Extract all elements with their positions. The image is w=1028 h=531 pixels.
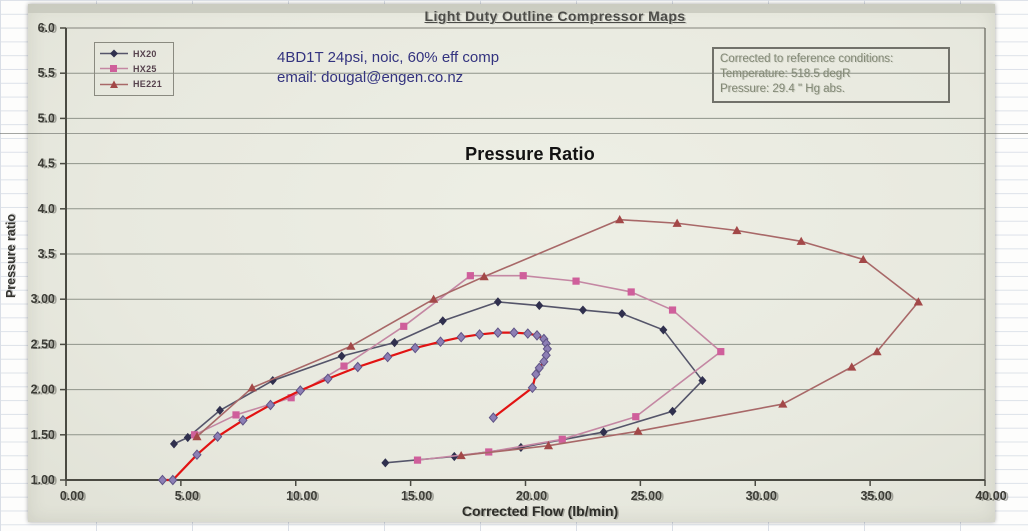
pressure-ratio-overlay-label: Pressure Ratio [465,144,595,164]
svg-text:0.00: 0.00 [62,490,86,504]
svg-text:1.00: 1.00 [31,473,55,487]
svg-text:3.00: 3.00 [31,292,55,306]
svg-text:5.5: 5.5 [38,66,55,80]
svg-text:5.0: 5.0 [40,112,57,126]
svg-text:20.00: 20.00 [516,489,547,503]
svg-text:10.00: 10.00 [288,490,319,504]
svg-text:5.5: 5.5 [40,67,57,81]
chart-legend: HX20 HX25 HE221 [94,42,174,96]
svg-text:40.00: 40.00 [975,489,1006,503]
svg-text:15.00: 15.00 [401,489,432,503]
ref-conditions-line2: Temperature: 518.5 degR [720,68,851,80]
reference-conditions-box: Corrected to reference conditions: Tempe… [712,47,950,103]
paper-top-edge [28,4,995,13]
svg-text:1.50: 1.50 [31,428,55,442]
svg-text:25.00: 25.00 [633,490,664,504]
svg-text:3.5: 3.5 [38,247,55,261]
svg-text:3.5: 3.5 [40,248,57,262]
legend-entry-he221: HE221 [99,79,169,89]
svg-text:2.50: 2.50 [31,337,55,351]
svg-text:5.00: 5.00 [177,490,201,504]
svg-text:2.00: 2.00 [33,383,57,397]
ref-conditions-line3: Pressure: 29.4 " Hg abs. [720,83,845,95]
legend-label: HE221 [133,79,163,90]
svg-text:10.00: 10.00 [286,489,317,503]
svg-text:6.0: 6.0 [40,22,57,36]
svg-text:25.00: 25.00 [631,489,662,503]
chart-title: Light Duty Outline Compressor Maps [424,8,686,24]
svg-text:4.5: 4.5 [38,157,55,171]
legend-entry-hx25: HX25 [99,64,169,74]
svg-text:20.00: 20.00 [518,490,549,504]
legend-label: HX25 [133,63,157,74]
hx25-square-marker-icon [100,65,128,73]
x-axis-title: Corrected Flow (lb/min) [461,503,619,519]
svg-text:2.00: 2.00 [31,383,55,397]
hx20-diamond-marker-icon [100,49,128,58]
svg-text:30.00: 30.00 [748,490,779,504]
legend-entry-hx20: HX20 [99,49,169,59]
y-axis-title: Pressure ratio [4,213,18,299]
spreadsheet-row-gridline [0,133,1028,134]
svg-text:4.5: 4.5 [40,157,57,171]
annotation-note-line2: email: dougal@engen.co.nz [277,69,464,86]
annotation-note-line1: 4BD1T 24psi, noic, 60% eff comp [277,49,500,66]
ref-conditions-line1: Corrected to reference conditions: [720,53,894,65]
svg-text:4.0: 4.0 [40,203,57,217]
legend-label: HX20 [133,48,157,59]
svg-text:2.50: 2.50 [33,338,57,352]
he221-triangle-marker-icon [100,80,128,88]
svg-text:0.00: 0.00 [60,489,84,503]
svg-text:6.0: 6.0 [38,21,55,35]
svg-text:30.00: 30.00 [746,489,777,503]
svg-text:15.00: 15.00 [403,490,434,504]
svg-text:3.00: 3.00 [33,293,57,307]
svg-text:5.0: 5.0 [38,111,55,125]
svg-text:35.00: 35.00 [860,489,891,503]
svg-text:1.50: 1.50 [33,429,57,443]
svg-text:35.00: 35.00 [863,490,894,504]
svg-text:40.00: 40.00 [978,490,1009,504]
svg-text:4.0: 4.0 [38,202,55,216]
svg-text:1.00: 1.00 [33,474,57,488]
annotation-note: 4BD1T 24psi, noic, 60% eff comp email: d… [277,48,499,88]
svg-text:5.00: 5.00 [175,489,199,503]
